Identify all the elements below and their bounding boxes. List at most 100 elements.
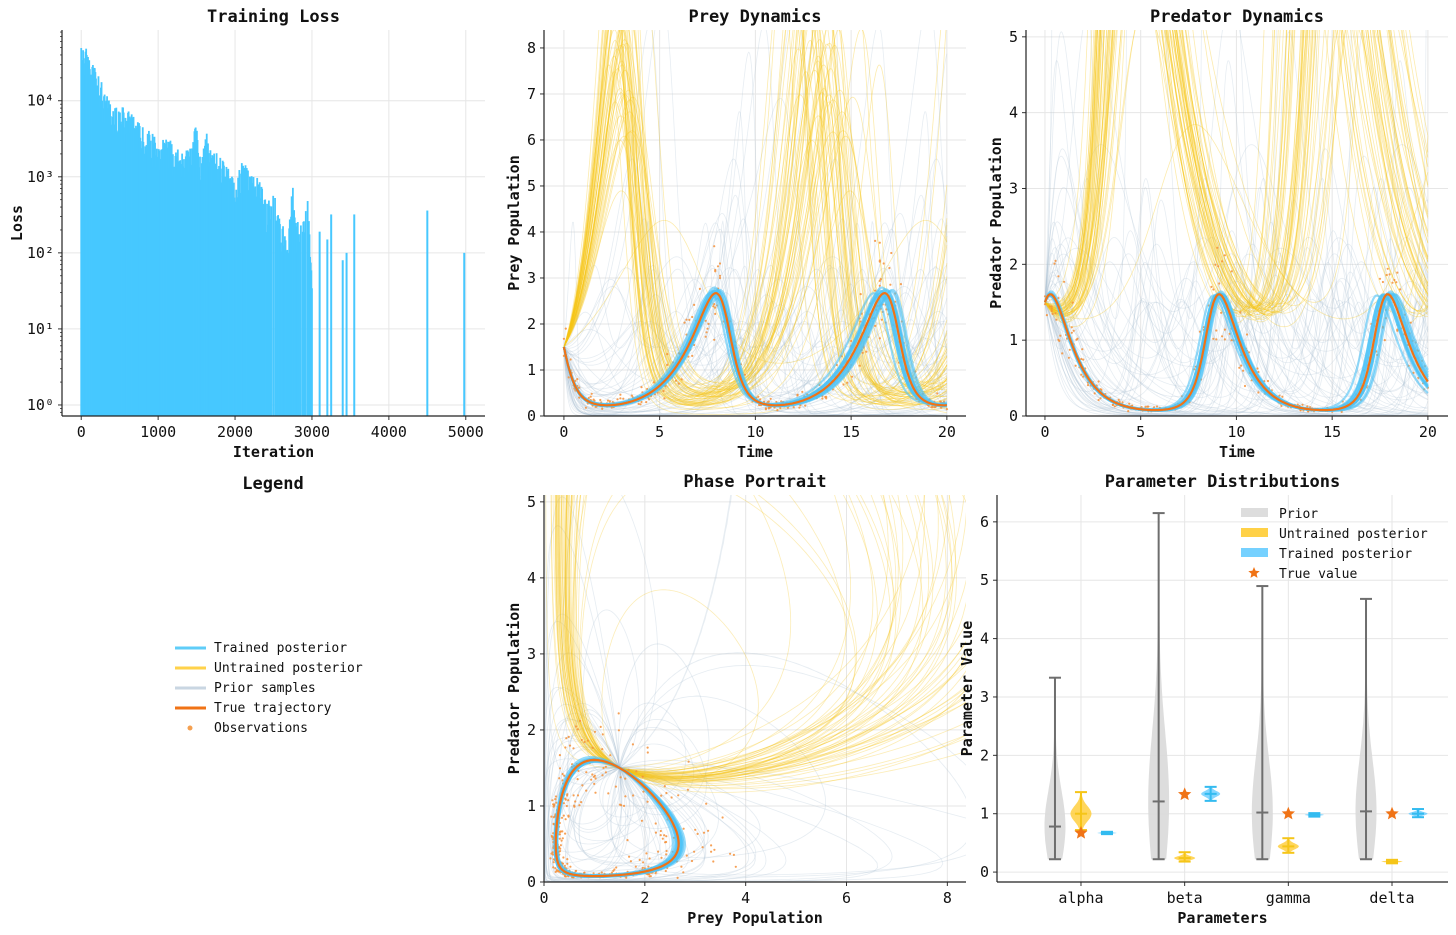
observation-point: [562, 856, 565, 859]
x-tick-label: 2000: [217, 423, 253, 441]
untrained-posterior-line: [1044, 30, 1429, 309]
legend-swatch: [1241, 528, 1268, 537]
chart-title: Training Loss: [207, 7, 340, 27]
observation-point: [566, 862, 569, 865]
spines: [543, 30, 966, 417]
loss-bar: [282, 226, 284, 416]
observation-point: [1220, 311, 1223, 314]
untrained-posterior-line: [601, 589, 759, 785]
observation-point: [801, 390, 804, 393]
untrained-posterior-line: [1044, 30, 1429, 313]
observation-point: [786, 406, 790, 409]
observation-point: [555, 801, 558, 804]
observation-point: [1128, 402, 1131, 405]
untrained-posterior-line: [563, 115, 948, 395]
untrained-posterior-line: [563, 30, 948, 407]
legend-label: True trajectory: [214, 701, 332, 716]
observation-point: [1054, 312, 1057, 315]
prior-sample-line: [1044, 221, 1428, 416]
x-tick-label: 0: [1040, 423, 1049, 441]
prior-sample-line: [617, 719, 707, 829]
observation-point: [1399, 288, 1402, 291]
untrained-posterior-line: [1044, 30, 1429, 305]
observation-point: [642, 861, 645, 864]
observation-point: [646, 800, 649, 803]
observation-point: [1074, 364, 1077, 367]
prior-sample-line: [618, 643, 710, 816]
observation-point: [624, 777, 627, 780]
observation-point: [640, 819, 644, 822]
untrained-posterior-line: [570, 495, 902, 779]
untrained-posterior-line: [563, 71, 948, 402]
observation-point: [1043, 303, 1047, 306]
untrained-posterior-line: [563, 30, 948, 403]
observation-point: [640, 400, 643, 404]
prior-sample-line: [1044, 186, 1429, 412]
untrained-posterior-line: [1044, 30, 1429, 311]
y-tick-label: 6: [980, 513, 989, 531]
observation-point: [565, 737, 568, 740]
x-tick-label: 0: [559, 423, 568, 441]
loss-bar: [298, 241, 301, 416]
untrained-posterior-line: [1044, 30, 1429, 307]
prior-sample-line: [563, 311, 948, 400]
prior-sample-line: [563, 30, 948, 412]
untrained-posterior-line: [552, 495, 965, 772]
loss-bar: [274, 198, 276, 416]
prior-sample-line: [563, 345, 948, 396]
prior-sample-line: [558, 727, 631, 861]
chart-title: Phase Portrait: [683, 472, 826, 492]
prior-sample-line: [602, 767, 648, 826]
observation-point: [661, 837, 664, 840]
loss-bar: [326, 239, 329, 416]
loss-bar: [286, 249, 289, 416]
observation-point: [567, 735, 570, 739]
observation-point: [554, 795, 558, 798]
observation-point: [647, 865, 650, 868]
observation-point: [859, 293, 862, 296]
prior-violin: [1044, 676, 1066, 861]
observation-point: [1216, 246, 1219, 249]
spines: [61, 30, 485, 417]
untrained-posterior-line: [563, 69, 948, 389]
true-trajectory-line: [1043, 293, 1429, 412]
x-axis-label: Parameters: [1177, 909, 1267, 927]
untrained-posterior-line: [1044, 30, 1429, 319]
observation-point: [614, 785, 618, 788]
observation-point: [564, 832, 567, 835]
prior-sample-line: [1044, 297, 1428, 416]
prior-sample-line: [552, 749, 667, 880]
observation-point: [687, 760, 690, 763]
untrained-posterior-line: [563, 30, 948, 404]
observation-point: [663, 834, 666, 837]
y-tick-label: 10⁴: [27, 92, 54, 110]
x-tick-label: gamma: [1266, 889, 1311, 907]
observation-point: [677, 382, 680, 385]
observation-point: [693, 850, 696, 853]
untrained-posterior-line: [563, 30, 947, 398]
plot-area: [562, 30, 949, 416]
prior-sample-line: [544, 496, 622, 881]
observation-point: [563, 864, 566, 868]
observation-point: [710, 850, 713, 853]
untrained-violin: [1070, 791, 1092, 832]
loss-bar: [266, 203, 268, 416]
observation-point: [713, 303, 716, 306]
untrained-posterior-line: [563, 30, 948, 397]
prior-sample-line: [563, 265, 948, 410]
untrained-posterior-line: [1044, 30, 1429, 317]
panel-predator-dynamics: 0 5 10 15 20 0 1 2 3 4 5 Predator Dynamics Time Preda…: [987, 7, 1448, 461]
untrained-posterior-line: [563, 111, 948, 390]
observation-point: [646, 746, 649, 749]
legend-title: Legend: [242, 474, 303, 494]
untrained-posterior-line: [1044, 30, 1429, 315]
untrained-posterior-line: [556, 495, 925, 773]
observation-point: [601, 748, 604, 751]
untrained-posterior-line: [1044, 30, 1429, 312]
prior-sample-line: [563, 321, 948, 394]
prior-sample-line: [578, 767, 678, 864]
observation-point: [600, 871, 603, 874]
observation-point: [1217, 265, 1220, 268]
observation-point: [1230, 270, 1233, 273]
observation-point: [569, 865, 572, 868]
